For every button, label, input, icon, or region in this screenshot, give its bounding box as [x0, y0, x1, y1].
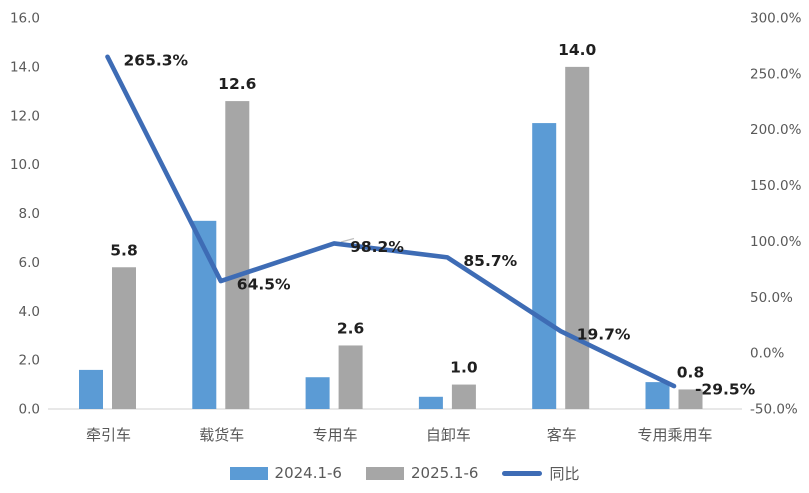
bar-data-label: 1.0: [450, 359, 478, 377]
bar-data-label: 12.6: [218, 75, 256, 93]
yoy-data-label: 19.7%: [577, 326, 631, 344]
yoy-data-label: 85.7%: [463, 252, 517, 270]
legend-swatch-2025-icon: [365, 466, 404, 480]
category-label: 自卸车: [426, 426, 471, 444]
left-axis-tick-label: 16.0: [10, 11, 40, 27]
right-axis-tick-label: 150.0%: [750, 178, 802, 194]
category-label: 客车: [547, 426, 577, 444]
right-axis-tick-label: 300.0%: [750, 11, 802, 27]
bar-data-label: 2.6: [337, 319, 364, 337]
left-axis-tick-label: 0.0: [19, 402, 40, 418]
bar-2025-5: [565, 66, 590, 409]
category-label: 牵引车: [86, 426, 131, 444]
yoy-data-label: 98.2%: [350, 238, 404, 256]
yoy-line: [105, 54, 677, 389]
bar-2024-4: [418, 396, 443, 409]
bar-data-label: 14.0: [558, 41, 596, 59]
chart-legend: 2024.1-6 2025.1-6 同比: [0, 458, 809, 488]
bar-2024-1: [79, 369, 103, 409]
category-label: 载货车: [199, 426, 244, 444]
label-leader-line: [340, 237, 355, 243]
legend-item-yoy: 同比: [502, 463, 579, 484]
left-axis-tick-label: 2.0: [19, 353, 40, 369]
left-axis-tick-label: 10.0: [10, 157, 40, 173]
left-axis-tick-label: 14.0: [10, 59, 40, 75]
yoy-data-label: -29.5%: [695, 381, 756, 399]
legend-label-yoy: 同比: [549, 464, 580, 483]
right-axis-tick-label: 50.0%: [750, 290, 793, 306]
left-axis-tick-label: 4.0: [19, 304, 40, 320]
yoy-data-label: 64.5%: [237, 276, 291, 294]
bar-2025-6: [678, 389, 703, 409]
right-axis-tick-label: 100.0%: [750, 234, 802, 250]
bar-data-label: 5.8: [110, 241, 137, 259]
legend-item-2025: 2025.1-6: [365, 464, 479, 482]
bar-data-label: 0.8: [677, 363, 704, 381]
right-axis-tick-label: 200.0%: [750, 122, 802, 138]
left-axis-tick-label: 6.0: [19, 255, 40, 271]
yoy-data-label: 265.3%: [124, 51, 189, 69]
legend-label-2024: 2024.1-6: [274, 464, 342, 482]
right-axis-tick-label: 250.0%: [750, 66, 802, 82]
legend-item-2024: 2024.1-6: [229, 464, 342, 482]
bar-2025-4: [451, 384, 476, 409]
legend-swatch-2024-icon: [229, 466, 268, 480]
bar-2024-3: [305, 377, 330, 409]
bar-2025-2: [225, 101, 250, 410]
category-label: 专用车: [313, 426, 358, 444]
category-label: 专用乘用车: [637, 426, 712, 444]
right-axis-tick-label: 0.0%: [750, 346, 784, 362]
left-axis-tick-label: 8.0: [19, 206, 40, 222]
left-axis-tick-label: 12.0: [10, 108, 40, 124]
combo-chart-plot: 16.0 14.0 12.0 10.0 8.0 6.0 4.0 2.0 0.0 300.0% 250…: [10, 11, 802, 445]
legend-line-swatch-icon: [502, 470, 543, 476]
bar-2024-6: [645, 382, 670, 409]
legend-label-2025: 2025.1-6: [410, 464, 479, 482]
bar-2025-3: [338, 345, 363, 409]
right-axis-tick-label: -50.0%: [750, 402, 798, 418]
bar-2025-1: [112, 267, 136, 409]
bar-2024-5: [532, 123, 557, 410]
